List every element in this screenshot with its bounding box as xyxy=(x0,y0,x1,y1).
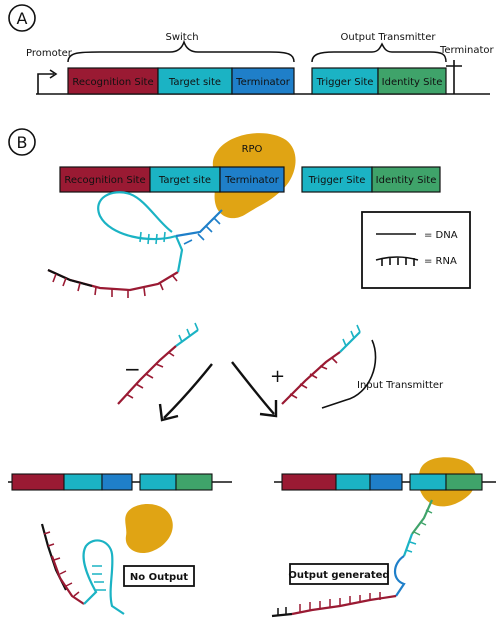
output-rna-cyan xyxy=(402,533,414,557)
b-segment-identity-site xyxy=(371,166,441,193)
output-black-ticks xyxy=(277,607,287,615)
arrow-left-head xyxy=(158,403,179,422)
b-segment-terminator-label: Terminator xyxy=(224,175,280,186)
no-output-recognition xyxy=(11,473,65,491)
no-output-box xyxy=(123,565,195,587)
segments-row-b: Recognition Site Target site Terminator … xyxy=(59,166,441,193)
output-generated-box xyxy=(289,563,389,585)
segment-recognition-site-label: Recognition Site xyxy=(72,77,153,88)
segment-identity-site-label: Identity Site xyxy=(382,77,443,88)
no-output-label: No Output xyxy=(130,572,188,583)
input-minus-cyan-ticks xyxy=(178,322,199,343)
switch-brace xyxy=(67,39,295,63)
b-segment-identity-site-label: Identity Site xyxy=(376,175,437,186)
output-transmitter-label: Output Transmitter xyxy=(341,32,437,43)
segment-terminator xyxy=(231,67,295,95)
switch-label: Switch xyxy=(165,32,198,43)
input-minus-red-ticks xyxy=(125,351,175,399)
segment-trigger-site-label: Trigger Site xyxy=(316,77,374,88)
rna-terminator-segment xyxy=(175,209,223,238)
arrow-right-head xyxy=(259,400,278,418)
b-segment-target-site-label: Target site xyxy=(158,175,211,186)
legend-rna-label: = RNA xyxy=(424,256,457,267)
plus-sign: + xyxy=(270,366,285,387)
terminator-symbol-label: Terminator xyxy=(439,45,495,56)
output-green-ticks xyxy=(413,509,433,536)
arrow-left xyxy=(163,363,213,419)
branch-arrows xyxy=(158,361,278,422)
no-output-rpo xyxy=(125,504,173,554)
arrow-right xyxy=(231,361,275,415)
output-identity xyxy=(445,473,483,491)
output-red-ticks xyxy=(299,592,381,612)
input-plus-red-ticks xyxy=(289,357,338,399)
output-cyan-ticks xyxy=(405,541,417,553)
rna-hairpin-stem-ticks xyxy=(139,231,166,245)
rna-target-segment xyxy=(174,235,184,273)
rna-hairpin-loop xyxy=(97,191,177,241)
panel-b-letter: B xyxy=(17,133,28,152)
legend-rna-symbol xyxy=(375,256,419,266)
input-plus-red xyxy=(281,351,341,405)
segment-identity-site xyxy=(377,67,447,95)
segment-target-site xyxy=(157,67,233,95)
output-generated-scenario: Output generated xyxy=(271,457,496,618)
output-rna-blue xyxy=(393,555,406,597)
segment-trigger-site xyxy=(311,67,379,95)
segment-terminator-label: Terminator xyxy=(235,77,291,88)
rna-ticks-red xyxy=(52,273,178,298)
b-segment-trigger-site xyxy=(301,166,373,193)
panel-b: B RPO Recognition Site Target site Termi… xyxy=(8,128,496,618)
panel-b-circle xyxy=(8,128,36,156)
no-output-target xyxy=(63,473,103,491)
b-segment-trigger-site-label: Trigger Site xyxy=(308,175,366,186)
b-segment-recognition-site xyxy=(59,166,151,193)
no-output-rna-ticks xyxy=(43,531,80,597)
terminator-symbol xyxy=(446,60,462,94)
output-rna-green xyxy=(411,499,434,535)
output-target xyxy=(335,473,371,491)
input-plus-cyan-ticks xyxy=(342,324,361,347)
input-plus-strand: + Input Transmitter xyxy=(270,324,444,409)
output-trigger xyxy=(409,473,447,491)
output-generated-label: Output generated xyxy=(288,570,389,581)
rna-leader-segment xyxy=(47,268,93,288)
output-recognition xyxy=(281,473,337,491)
input-transmitter-bracket xyxy=(321,339,377,409)
output-brace xyxy=(311,42,447,63)
input-plus-cyan xyxy=(339,331,361,353)
minus-sign: − xyxy=(124,357,141,381)
no-output-rna-hairpin xyxy=(82,539,125,615)
panel-a-circle xyxy=(8,4,36,32)
legend-box xyxy=(361,211,471,289)
no-output-scenario: No Output xyxy=(8,473,232,615)
no-output-trigger xyxy=(139,473,177,491)
input-transmitter-label: Input Transmitter xyxy=(357,380,444,391)
output-rna-black xyxy=(271,612,293,618)
no-output-identity xyxy=(175,473,213,491)
rpo-label: RPO xyxy=(242,144,263,155)
segment-target-site-label: Target site xyxy=(168,77,221,88)
segments-row-a: Recognition Site Target site Terminator … xyxy=(67,67,447,95)
input-minus-strand: − xyxy=(117,322,199,405)
no-output-rna-red xyxy=(50,555,85,605)
input-minus-cyan xyxy=(175,329,199,347)
rna-ticks-blue xyxy=(183,217,221,245)
b-segment-recognition-site-label: Recognition Site xyxy=(64,175,145,186)
input-minus-red xyxy=(117,345,177,405)
rna-hairpin-transcript xyxy=(47,191,223,298)
legend: = DNA = RNA xyxy=(361,211,471,289)
no-output-stem-ticks xyxy=(92,565,106,591)
promoter-arrowhead xyxy=(49,69,58,79)
promoter-arrow xyxy=(37,73,54,94)
b-segment-terminator xyxy=(219,166,285,193)
output-terminator xyxy=(369,473,403,491)
legend-dna-label: = DNA xyxy=(424,230,458,241)
no-output-terminator xyxy=(101,473,133,491)
promoter-label: Promoter xyxy=(26,48,73,59)
panel-a-letter: A xyxy=(17,9,28,28)
panel-a: A Promoter Terminator Switch Output Tran… xyxy=(8,4,495,95)
segment-recognition-site xyxy=(67,67,159,95)
